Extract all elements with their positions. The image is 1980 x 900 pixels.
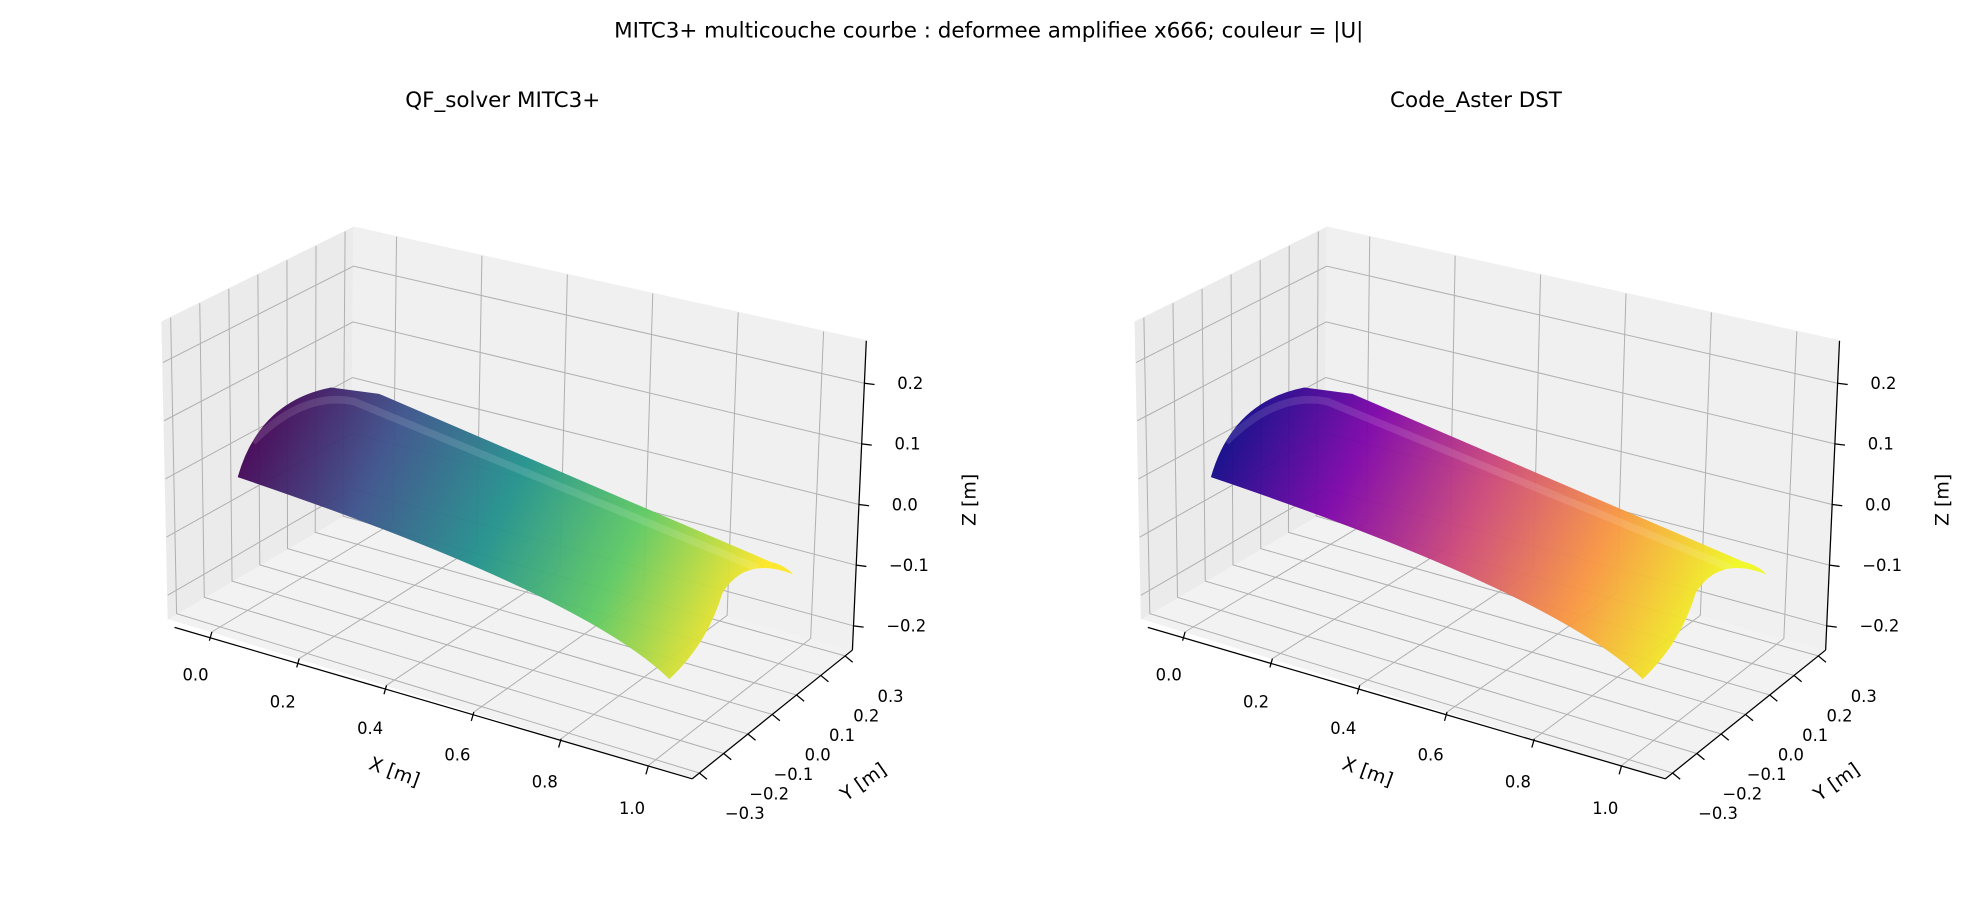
z-axis-label: Z [m] (958, 474, 980, 526)
y-tick-mark (723, 752, 732, 761)
z-tick-label: 0.1 (894, 435, 920, 454)
z-tick-label: 0.0 (1865, 495, 1891, 514)
y-tick-mark (1817, 655, 1827, 663)
z-grid-line (1135, 265, 1838, 384)
y-tick-mark (1672, 772, 1681, 780)
x-tick-label: 0.0 (1156, 666, 1182, 685)
z-tick-label: 0.2 (1870, 374, 1896, 393)
y-tick-label: 0.3 (878, 687, 904, 706)
z-tick-label: −0.2 (1860, 617, 1900, 636)
y-tick-label: −0.2 (749, 785, 789, 804)
x-tick-mark (208, 631, 213, 641)
y-tick-label: −0.2 (1722, 785, 1762, 804)
subplot: QF_solver MITC3+0.00.20.40.60.81.0 −0.3−0… (161, 88, 980, 823)
z-axis-label: Z [m] (1932, 474, 1954, 526)
z-tick-label: 0.0 (892, 495, 918, 514)
x-tick-label: 1.0 (1592, 799, 1618, 818)
y-tick-label: −0.3 (725, 804, 765, 823)
x-tick-label: 0.8 (532, 772, 558, 791)
subplot-title: QF_solver MITC3+ (405, 88, 600, 113)
z-tick-mark (853, 625, 864, 628)
y-axis-label: Y [m] (1809, 759, 1864, 807)
y-tick-mark (844, 655, 854, 663)
z-axis-line (1824, 340, 1841, 651)
y-tick-mark (1793, 674, 1803, 683)
z-grid-line (1137, 321, 1835, 445)
x-tick-mark (470, 711, 475, 722)
x-tick-label: 0.0 (182, 666, 208, 685)
surface-ridge (250, 395, 760, 572)
figure-title: MITC3+ multicouche courbe : deformee amp… (614, 19, 1363, 44)
y-tick-mark (1769, 694, 1778, 702)
x-tick-label: 0.4 (1330, 719, 1356, 738)
z-grid-line (162, 265, 865, 384)
y-tick-mark (1745, 713, 1754, 722)
y-tick-label: 0.1 (829, 726, 855, 745)
x-tick-label: 0.8 (1505, 772, 1531, 791)
surface (237, 387, 794, 680)
y-tick-label: 0.0 (1778, 746, 1804, 765)
x-tick-label: 0.2 (270, 692, 296, 711)
z-tick-mark (1826, 625, 1837, 628)
y-tick-mark (747, 733, 756, 741)
z-tick-label: 0.1 (1868, 435, 1894, 454)
x-tick-label: 1.0 (619, 799, 645, 818)
y-tick-mark (698, 772, 708, 780)
y-tick-label: −0.1 (1747, 765, 1787, 784)
x-tick-mark (1356, 685, 1361, 695)
y-tick-mark (771, 713, 781, 722)
x-tick-mark (645, 765, 650, 775)
y-tick-mark (1696, 752, 1705, 761)
y-axis-label: Y [m] (836, 759, 891, 807)
z-tick-mark (1832, 503, 1843, 507)
y-tick-label: 0.3 (1851, 687, 1877, 706)
y-tick-mark (1720, 733, 1730, 741)
y-tick-label: −0.1 (774, 765, 814, 784)
y-tick-mark (796, 694, 805, 702)
x-tick-mark (1181, 631, 1186, 641)
z-tick-mark (1829, 564, 1840, 568)
z-tick-mark (1837, 382, 1848, 386)
z-tick-label: −0.2 (886, 617, 926, 636)
x-axis-label: X [m] (1339, 753, 1396, 792)
x-tick-label: 0.4 (357, 719, 383, 738)
z-tick-mark (858, 503, 870, 507)
z-tick-mark (861, 443, 872, 446)
z-grid-line (1138, 377, 1833, 506)
z-tick-label: −0.1 (1862, 556, 1902, 575)
y-tick-label: 0.2 (853, 707, 879, 726)
y-tick-label: 0.2 (1826, 707, 1852, 726)
z-tick-mark (856, 564, 867, 568)
y-axis-line (1664, 649, 1827, 780)
z-tick-mark (1834, 443, 1846, 446)
x-tick-label: 0.2 (1243, 692, 1269, 711)
y-tick-label: 0.0 (805, 746, 831, 765)
z-tick-label: 0.2 (897, 374, 923, 393)
y-tick-label: −0.3 (1698, 804, 1738, 823)
y-tick-label: 0.1 (1802, 726, 1828, 745)
surface-ridge (1223, 395, 1733, 572)
x-tick-label: 0.6 (1418, 746, 1444, 765)
z-grid-line (165, 377, 860, 506)
x-axis-line (174, 626, 693, 780)
subplot-title: Code_Aster DST (1390, 88, 1563, 113)
z-tick-mark (864, 382, 875, 386)
x-axis-label: X [m] (366, 753, 423, 792)
x-tick-label: 0.6 (444, 746, 470, 765)
x-tick-mark (1443, 711, 1448, 722)
surface (1210, 387, 1767, 680)
z-grid-line (163, 321, 862, 445)
z-tick-label: −0.1 (889, 556, 929, 575)
y-tick-mark (820, 674, 829, 683)
x-axis-line (1147, 626, 1666, 780)
x-tick-mark (383, 685, 388, 695)
x-tick-mark (1618, 765, 1623, 775)
y-axis-line (691, 649, 853, 780)
z-axis-line (851, 340, 867, 651)
